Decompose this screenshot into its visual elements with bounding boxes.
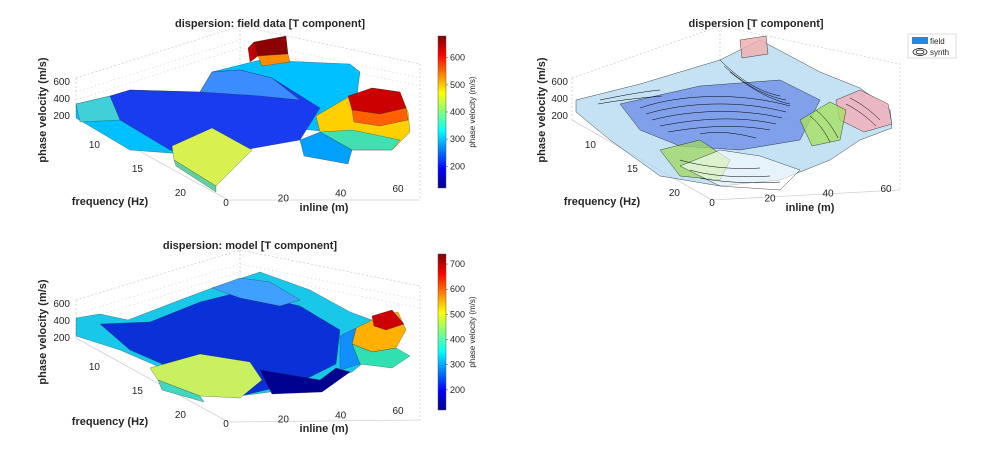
colorbar-tick-label: 200 — [450, 161, 465, 171]
panel-title: dispersion: model [T component] — [163, 240, 338, 252]
panel-model: dispersion: model [T component] 20030040… — [37, 240, 477, 435]
x-axis-label: inline (m) — [786, 202, 835, 214]
colorbar-tick-label: 400 — [450, 107, 465, 117]
y-tick-label: 10 — [89, 140, 101, 151]
panel-title: dispersion [T component] — [688, 18, 823, 30]
colorbar-tick-label: 500 — [450, 309, 465, 319]
colorbar-tick-label: 300 — [450, 360, 465, 370]
y-tick-label: 10 — [89, 362, 101, 373]
y-axis-label: frequency (Hz) — [564, 196, 641, 208]
contour-icon — [912, 48, 928, 56]
legend-field-label: field — [930, 37, 945, 46]
z-ticks: 200 400 600 — [551, 77, 568, 122]
colorbar-ticks: 200 300 400 500 600 700 — [446, 259, 465, 395]
y-tick-label: 15 — [132, 386, 144, 397]
x-tick-label: 0 — [223, 419, 229, 430]
surface — [575, 35, 893, 191]
x-ticks: 0 20 40 60 — [223, 406, 404, 430]
x-tick-label: 20 — [278, 193, 290, 204]
z-axis-label: phase velocity (m/s) — [37, 57, 49, 162]
y-ticks: 10 15 20 — [89, 140, 187, 199]
y-axis-label: frequency (Hz) — [72, 196, 149, 208]
y-tick-label: 20 — [175, 188, 187, 199]
x-tick-label: 60 — [392, 406, 404, 417]
y-tick-label: 15 — [132, 164, 144, 175]
colorbar-tick-label: 300 — [450, 134, 465, 144]
colorbar-ramp — [437, 35, 447, 189]
surface — [75, 35, 411, 193]
x-tick-label: 20 — [278, 415, 290, 426]
x-ticks: 0 20 40 60 — [223, 184, 404, 209]
z-tick-label: 600 — [53, 77, 70, 88]
colorbar-label: phase velocity (m/s) — [468, 296, 477, 367]
colorbar-tick-label: 600 — [450, 284, 465, 294]
x-tick-label: 60 — [880, 184, 892, 195]
z-axis-label: phase velocity (m/s) — [37, 279, 49, 384]
z-tick-label: 200 — [551, 111, 568, 122]
z-tick-label: 400 — [551, 94, 568, 105]
y-tick-label: 20 — [669, 188, 681, 199]
colorbar-label: phase velocity (m/s) — [468, 76, 477, 147]
legend-field-swatch — [912, 37, 928, 44]
x-tick-label: 40 — [335, 410, 347, 421]
y-axis-label: frequency (Hz) — [72, 416, 149, 428]
colorbar-tick-label: 200 — [450, 385, 465, 395]
x-axis-label: inline (m) — [300, 423, 349, 435]
x-tick-label: 20 — [764, 193, 776, 204]
colorbar-ramp — [437, 253, 447, 411]
y-tick-label: 15 — [627, 164, 639, 175]
x-tick-label: 60 — [392, 184, 404, 195]
z-tick-label: 600 — [53, 299, 70, 310]
y-ticks: 10 15 20 — [585, 140, 681, 199]
colorbar-tick-label: 400 — [450, 335, 465, 345]
panel-field-data: dispersion: field data [T component] 200… — [37, 18, 477, 214]
colorbar-tick-label: 500 — [450, 80, 465, 90]
z-tick-label: 600 — [551, 77, 568, 88]
y-tick-label: 10 — [585, 140, 597, 151]
colorbar-tick-label: 600 — [450, 53, 465, 63]
x-tick-label: 40 — [335, 189, 347, 200]
colorbar-ticks: 200 300 400 500 600 — [446, 53, 465, 171]
z-ticks: 200 400 600 — [53, 299, 70, 344]
colorbar-tick-label: 700 — [450, 259, 465, 269]
colorbar: 200 300 400 500 600 phase velocity (m/s) — [437, 35, 477, 189]
z-ticks: 200 400 600 — [53, 77, 70, 122]
y-tick-label: 20 — [175, 410, 187, 421]
y-ticks: 10 15 20 — [89, 362, 187, 421]
panel-field-vs-synth: dispersion [T component] — [536, 18, 957, 214]
panel-title: dispersion: field data [T component] — [175, 18, 365, 30]
legend-synth-label: synth — [930, 48, 949, 57]
x-tick-label: 40 — [822, 189, 834, 200]
z-tick-label: 200 — [53, 111, 70, 122]
legend: field synth — [907, 33, 957, 59]
x-ticks: 0 20 40 60 — [709, 184, 892, 209]
x-axis-label: inline (m) — [300, 202, 349, 214]
x-tick-label: 0 — [709, 198, 715, 209]
z-tick-label: 400 — [53, 316, 70, 327]
surface — [75, 271, 411, 403]
z-tick-label: 200 — [53, 333, 70, 344]
z-axis-label: phase velocity (m/s) — [536, 57, 548, 162]
x-tick-label: 0 — [223, 198, 229, 209]
colorbar: 200 300 400 500 600 700 phase velocity (m/s) — [437, 253, 477, 411]
z-tick-label: 400 — [53, 94, 70, 105]
